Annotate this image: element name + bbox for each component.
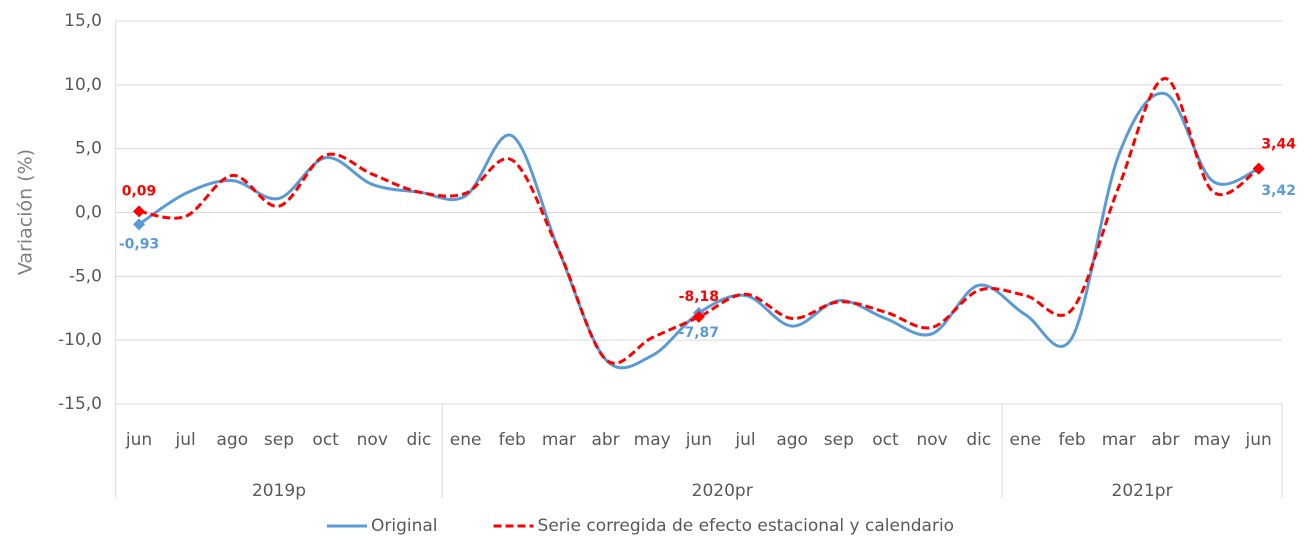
x-tick-label: nov	[916, 430, 947, 450]
x-tick-label: abr	[591, 430, 619, 450]
x-tick-label: jun	[1245, 430, 1272, 450]
x-tick-label: may	[634, 430, 671, 450]
x-tick-label: feb	[1058, 430, 1085, 450]
data-label: -8,18	[679, 289, 719, 305]
y-tick-label: -5,0	[69, 266, 102, 286]
x-tick-label: ene	[1010, 430, 1042, 450]
legend-label: Original	[371, 516, 438, 536]
y-axis-label: Variación (%)	[15, 149, 37, 275]
y-tick-label: 10,0	[64, 75, 102, 95]
x-tick-label: jul	[734, 430, 755, 450]
x-tick-label: jun	[685, 430, 712, 450]
x-tick-label: ago	[776, 430, 808, 450]
data-label: -0,93	[119, 236, 159, 252]
y-tick-label: 5,0	[75, 139, 102, 159]
x-tick-label: ago	[217, 430, 249, 450]
y-tick-label: 0,0	[75, 203, 102, 223]
x-tick-label: sep	[264, 430, 294, 450]
x-tick-label: oct	[312, 430, 339, 450]
x-tick-label: may	[1193, 430, 1230, 450]
x-tick-label: oct	[872, 430, 899, 450]
data-label: 3,42	[1261, 183, 1296, 199]
x-tick-label: dic	[966, 430, 991, 450]
x-tick-label: feb	[499, 430, 526, 450]
group-label: 2021pr	[1112, 481, 1173, 501]
marker	[1252, 162, 1265, 175]
x-tick-label: nov	[357, 430, 388, 450]
y-tick-label: 15,0	[64, 11, 102, 31]
y-tick-label: -10,0	[58, 330, 102, 350]
x-tick-label: mar	[542, 430, 576, 450]
legend-label: Serie corregida de efecto estacional y c…	[538, 516, 955, 536]
x-tick-label: abr	[1151, 430, 1179, 450]
x-tick-label: mar	[1102, 430, 1136, 450]
y-tick-label: -15,0	[58, 394, 102, 414]
group-label: 2020pr	[692, 481, 753, 501]
x-tick-label: sep	[824, 430, 854, 450]
x-tick-label: ene	[450, 430, 482, 450]
group-label: 2019p	[252, 481, 306, 501]
data-label: -7,87	[679, 325, 719, 341]
marker	[692, 310, 705, 323]
series-line	[138, 76, 1260, 365]
data-label: 0,09	[122, 183, 157, 199]
x-tick-label: jul	[175, 430, 196, 450]
marker	[133, 218, 146, 231]
x-tick-label: jun	[125, 430, 152, 450]
marker	[133, 205, 146, 218]
data-label: 3,44	[1261, 137, 1296, 153]
x-tick-label: dic	[407, 430, 432, 450]
